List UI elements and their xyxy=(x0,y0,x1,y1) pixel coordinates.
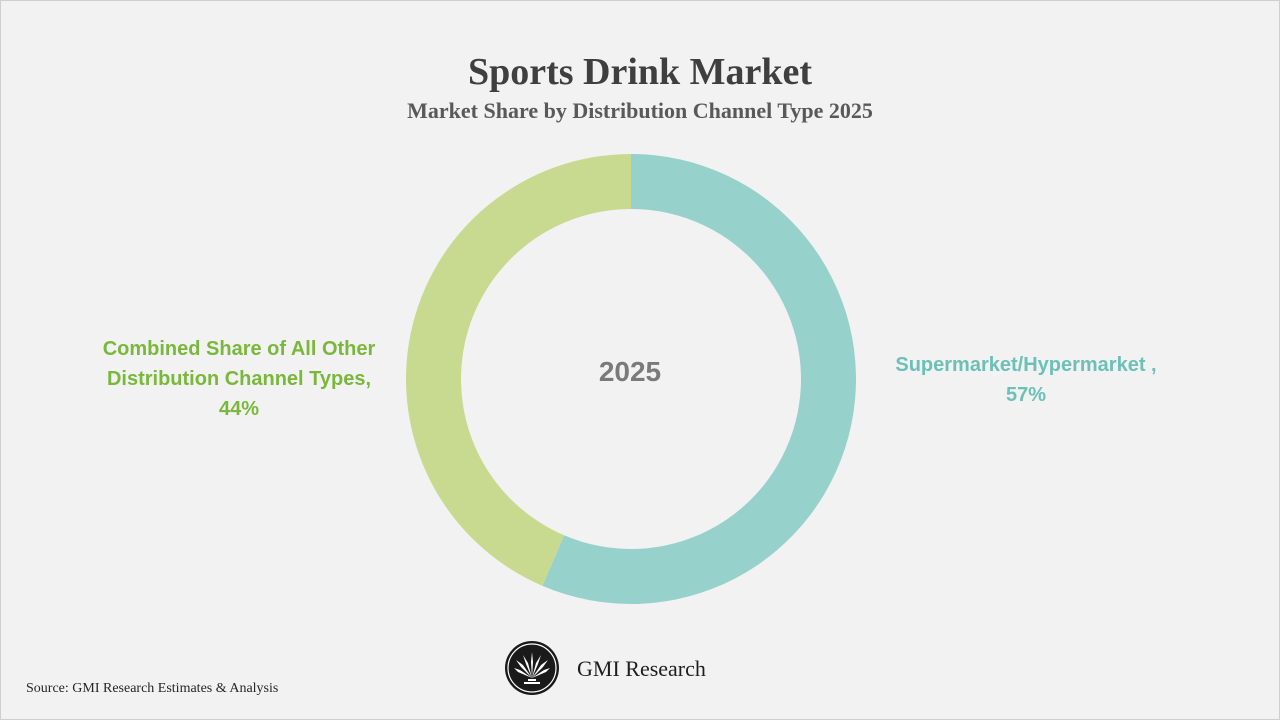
gmi-logo-icon xyxy=(505,641,559,695)
slice-other-channels xyxy=(406,154,631,586)
slice-value-supermarket: 57% xyxy=(1005,384,1047,406)
chart-subtitle: Market Share by Distribution Channel Typ… xyxy=(407,98,873,123)
donut-center-label: 2025 xyxy=(598,356,662,387)
brand-name: GMI Research xyxy=(577,656,706,681)
source-note: Source: GMI Research Estimates & Analysi… xyxy=(26,681,279,696)
slice-label-other-line-2: Distribution Channel Types, xyxy=(106,368,372,390)
slice-label-supermarket-name: Supermarket/Hypermarket , xyxy=(895,354,1157,376)
slice-label-supermarket: Supermarket/Hypermarket , 57% xyxy=(866,350,1186,410)
slice-supermarket-hypermarket xyxy=(542,154,856,605)
chart-title: Sports Drink Market xyxy=(467,51,813,93)
slice-label-other-channels: Combined Share of All Other Distribution… xyxy=(80,334,398,424)
slice-value-other: 44% xyxy=(218,398,260,420)
slice-label-other-line-1: Combined Share of All Other xyxy=(102,338,376,360)
